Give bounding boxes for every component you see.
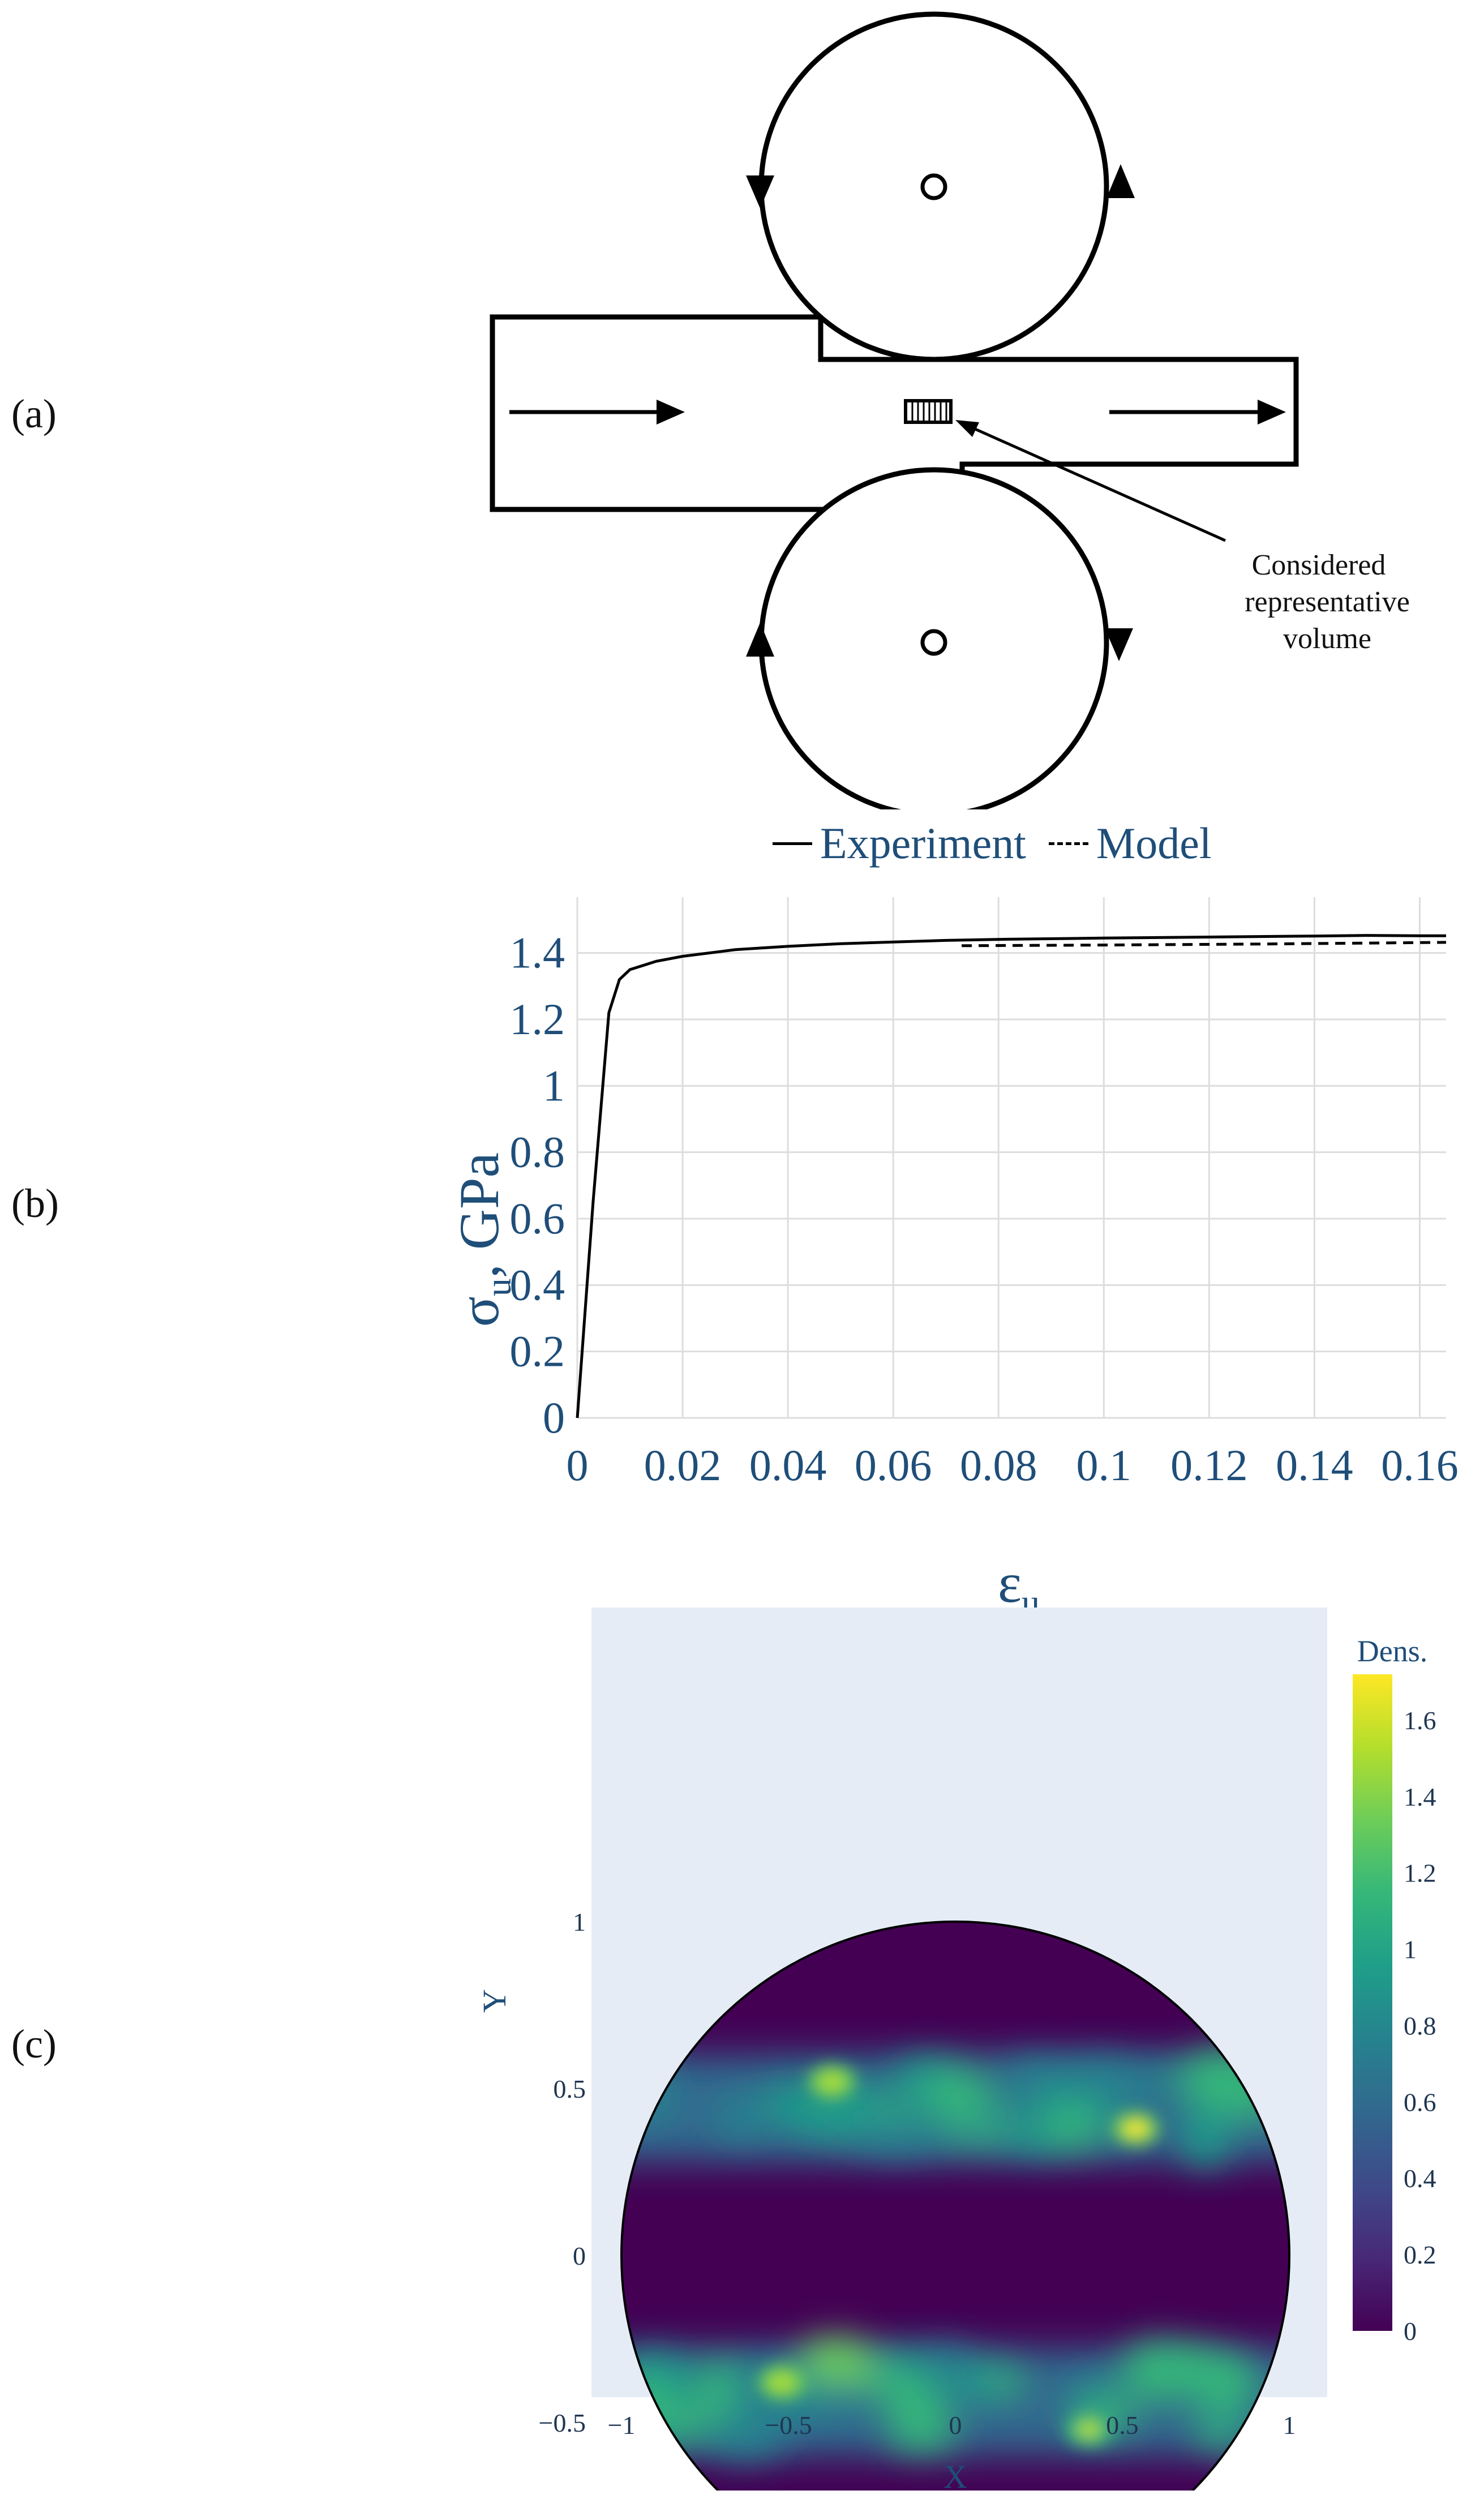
pole-figure-boundary <box>620 1921 1290 2491</box>
density-blob <box>1099 2065 1186 2096</box>
density-blob <box>707 2410 786 2458</box>
series-line-model <box>962 941 1447 948</box>
density-hotspot <box>770 2374 794 2391</box>
heatmap-y-tick-label: 1 <box>573 1908 586 1936</box>
stress-strain-chart: 0 0.02 0.04 0.06 0.08 0.1 0.12 0.14 0.16 0 0.2 0.4… <box>448 897 1459 1619</box>
strip-outline <box>490 314 1299 512</box>
x-tick-label: 0.04 <box>749 1441 827 1490</box>
colorbar-tick-label: 0.2 <box>1404 2240 1436 2269</box>
y-tick-label: 1.4 <box>510 928 565 978</box>
x-tick-label: 0.08 <box>960 1441 1037 1490</box>
y-tick-label: 0 <box>543 1393 565 1442</box>
density-blob <box>697 2359 745 2418</box>
legend-swatch-dashed <box>1048 842 1088 845</box>
density-blob <box>1182 2107 1229 2167</box>
density-blob <box>848 2116 945 2153</box>
panel-label-b: (b) <box>11 1181 59 1226</box>
heatmap-x-tick-label: 0 <box>949 2411 962 2440</box>
bottom-roll-arrow-right <box>1105 628 1133 661</box>
density-hotspot <box>1078 2420 1100 2438</box>
x-tick-label: 0 <box>567 1441 589 1490</box>
x-tick-label: 0.02 <box>644 1441 722 1490</box>
heatmap-x-tick-label: −0.5 <box>765 2411 812 2440</box>
top-roll-arrow-left <box>746 175 774 208</box>
panel-label-a: (a) <box>11 391 57 436</box>
density-blob <box>996 2059 1088 2095</box>
colorbar-tick-label: 0.8 <box>1404 2011 1436 2040</box>
y-tick-label: 1 <box>543 1061 565 1110</box>
callout-text-1: Considered <box>1252 549 1386 581</box>
legend-label-experiment: Experiment <box>820 818 1026 868</box>
rolling-schematic: Considered representative volume <box>490 11 1410 809</box>
colorbar-tick-label: 0.4 <box>1404 2164 1436 2193</box>
density-blob <box>1120 2341 1200 2402</box>
x-tick-label: 0.16 <box>1381 1441 1459 1490</box>
heatmap-y-tick-label: 0 <box>573 2241 586 2270</box>
colorbar-tick-label: 1 <box>1404 1935 1417 1964</box>
heatmap-y-tick-label: −0.5 <box>539 2408 586 2437</box>
top-roll-axle <box>920 173 947 200</box>
heatmap-y-label: Y <box>476 1989 513 2013</box>
panel-label-c: (c) <box>11 2021 57 2067</box>
chart-legend: Experiment Model <box>773 815 1234 872</box>
density-blob <box>711 2094 775 2137</box>
y-tick-label: 1.2 <box>510 995 565 1044</box>
legend-label-model: Model <box>1096 818 1212 868</box>
density-blob <box>1045 2107 1103 2149</box>
legend-swatch-solid <box>773 842 812 845</box>
colorbar-tick-label: 0 <box>1404 2317 1417 2346</box>
heatmap-x-tick-label: −1 <box>608 2411 636 2440</box>
x-tick-label: 0.14 <box>1276 1441 1353 1490</box>
heatmap-x-tick-label: 1 <box>1283 2411 1296 2440</box>
y-tick-label: 0.8 <box>510 1128 565 1177</box>
heatmap-y-tick-label: 0.5 <box>554 2074 586 2103</box>
colorbar <box>1353 1674 1392 2331</box>
colorbar-tick-label: 1.6 <box>1404 1706 1436 1735</box>
legend-item-model: Model <box>1048 818 1212 869</box>
density-pole-figure: −1−0.500.51 −1−0.500.51 X Y Dens. 00.20.… <box>476 1608 1436 2491</box>
colorbar-tick-label: 1.4 <box>1404 1782 1436 1811</box>
density-hotspot <box>820 2073 843 2091</box>
legend-item-experiment: Experiment <box>773 818 1026 869</box>
series-line-experiment <box>576 934 1446 1418</box>
density-blob <box>797 2337 875 2395</box>
bottom-roll-arrow-left <box>746 623 774 657</box>
callout-text-3: volume <box>1283 623 1371 655</box>
callout-leader <box>964 423 1226 542</box>
density-blob <box>925 2068 992 2121</box>
colorbar-tick-label: 0.6 <box>1404 2087 1436 2116</box>
x-tick-label: 0.1 <box>1076 1441 1132 1490</box>
y-tick-label: 0.4 <box>510 1260 565 1309</box>
bottom-roll-axle <box>920 629 947 656</box>
y-axis-label: σu, GPa <box>448 1152 518 1327</box>
heatmap-x-label: X <box>943 2458 967 2491</box>
density-blob <box>885 2403 958 2451</box>
y-tick-label: 0.2 <box>510 1327 565 1376</box>
top-roll-arrow-right <box>1106 164 1135 198</box>
colorbar-tick-label: 1.2 <box>1404 1859 1436 1888</box>
callout-text-2: representative <box>1245 586 1410 618</box>
heatmap-x-tick-label: 0.5 <box>1106 2411 1139 2440</box>
density-hotspot <box>1124 2120 1147 2137</box>
y-tick-label: 0.6 <box>510 1194 565 1243</box>
density-blob <box>910 2346 976 2385</box>
x-tick-label: 0.06 <box>855 1441 932 1490</box>
x-tick-label: 0.12 <box>1170 1441 1248 1490</box>
colorbar-title: Dens. <box>1357 1634 1427 1668</box>
x-axis-label: εu <box>998 1551 1040 1619</box>
density-blob <box>1190 2353 1259 2411</box>
